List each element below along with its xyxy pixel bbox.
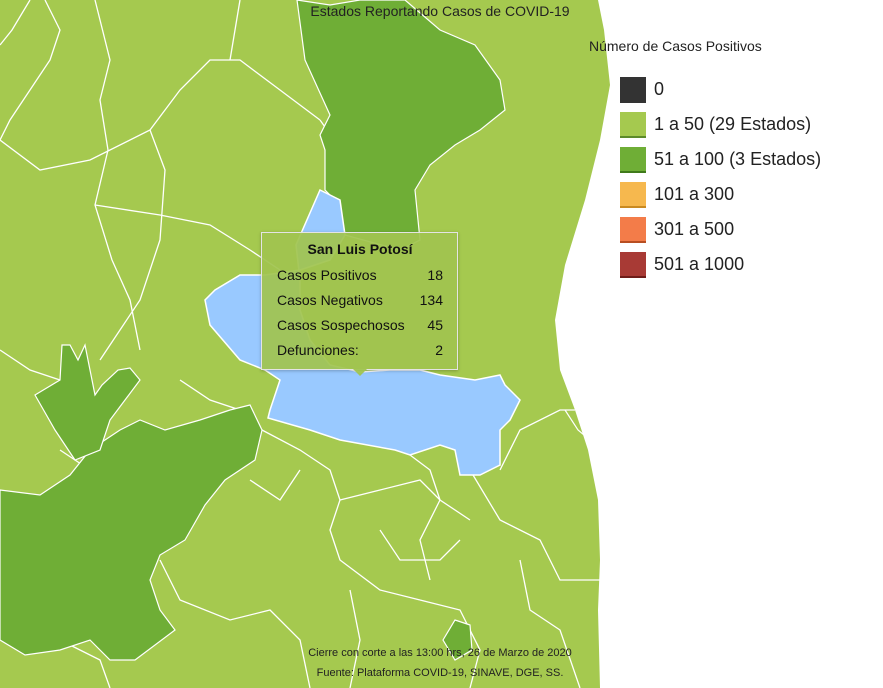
legend-swatch (620, 76, 646, 103)
footer-cutoff: Cierre con corte a las 13:00 hrs, 26 de … (308, 647, 572, 659)
tooltip-row-sospechosos: Casos Sospechosos 45 (277, 313, 443, 338)
legend-item-0[interactable]: 0 (620, 72, 821, 107)
tooltip-value: 45 (427, 317, 443, 333)
tooltip-row-defunciones: Defunciones: 2 (277, 338, 443, 363)
tooltip-state-name: San Luis Potosí (307, 241, 413, 257)
legend-label: 501 a 1000 (654, 254, 745, 274)
tooltip-label: Casos Positivos (277, 267, 377, 283)
legend-item-101-300[interactable]: 101 a 300 (620, 177, 821, 212)
map-title: Estados Reportando Casos de COVID-19 (310, 3, 570, 19)
legend-swatch (620, 216, 646, 243)
legend-item-301-500[interactable]: 301 a 500 (620, 212, 821, 247)
legend-item-51-100[interactable]: 51 a 100 (3 Estados) (620, 142, 821, 177)
legend-label: 1 a 50 (29 Estados) (654, 114, 812, 134)
tooltip-value: 18 (427, 267, 443, 283)
legend-label: 0 (654, 79, 665, 99)
tooltip-label: Defunciones: (277, 342, 359, 358)
tooltip-label: Casos Sospechosos (277, 317, 405, 333)
legend-swatch (620, 251, 646, 278)
legend-title: Número de Casos Positivos (589, 38, 762, 54)
legend-item-1-50[interactable]: 1 a 50 (29 Estados) (620, 107, 821, 142)
state-morelos[interactable] (442, 619, 473, 661)
tooltip-row-positivos: Casos Positivos 18 (277, 263, 443, 288)
tooltip-value: 134 (419, 292, 443, 308)
tooltip-caret (353, 369, 367, 376)
legend-swatch (620, 146, 646, 173)
tooltip-row-negativos: Casos Negativos 134 (277, 288, 443, 313)
legend-swatch (620, 181, 646, 208)
tooltip-label: Casos Negativos (277, 292, 383, 308)
legend-label: 51 a 100 (3 Estados) (654, 149, 822, 169)
footer-source: Fuente: Plataforma COVID-19, SINAVE, DGE… (316, 667, 564, 679)
legend-label: 101 a 300 (654, 184, 735, 204)
state-aguascalientes[interactable] (34, 343, 141, 461)
state-san-luis-potosi[interactable] (204, 188, 521, 476)
coastline (564, 409, 601, 451)
legend: 0 1 a 50 (29 Estados) 51 a 100 (3 Estado… (620, 72, 821, 282)
legend-item-501-1000[interactable]: 501 a 1000 (620, 247, 821, 282)
tooltip-value: 2 (435, 342, 443, 358)
legend-label: 301 a 500 (654, 219, 735, 239)
state-tooltip: San Luis Potosí Casos Positivos 18 Casos… (261, 232, 458, 370)
state-tamaulipas[interactable] (296, 0, 506, 251)
legend-swatch (620, 111, 646, 138)
state-jalisco[interactable] (0, 404, 263, 661)
